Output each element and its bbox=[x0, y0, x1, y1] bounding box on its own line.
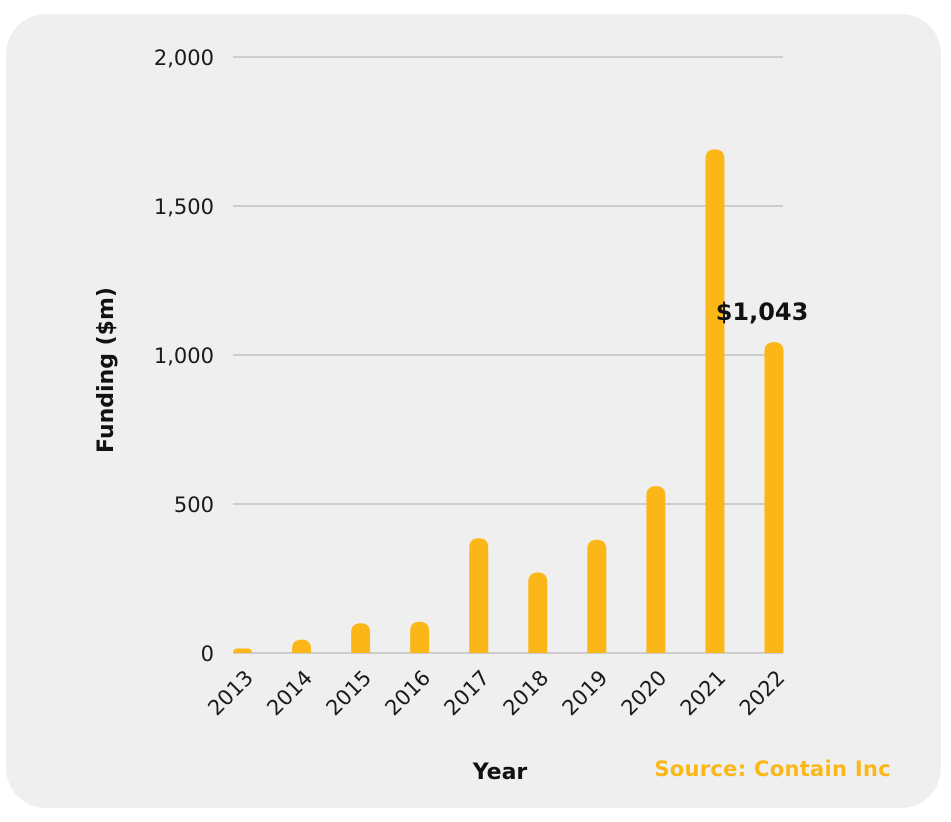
x-tick-label: 2013 bbox=[203, 666, 258, 721]
bar-2018 bbox=[528, 572, 548, 653]
y-tick-label: 0 bbox=[201, 642, 214, 666]
x-axis-ticks: 2013 2014 2015 2016 2017 2018 2019 2020 2021 2022 bbox=[203, 666, 789, 721]
x-tick-label: 2022 bbox=[735, 666, 790, 721]
bar-2014 bbox=[292, 639, 312, 653]
bar-2019 bbox=[587, 539, 607, 653]
y-axis-title: Funding ($m) bbox=[94, 287, 119, 453]
value-annotation-2022: $1,043 bbox=[716, 298, 809, 326]
x-tick-label: 2021 bbox=[676, 666, 731, 721]
x-tick-label: 2020 bbox=[617, 666, 672, 721]
y-tick-label: 2,000 bbox=[154, 46, 214, 70]
x-tick-label: 2017 bbox=[439, 666, 494, 721]
bars bbox=[233, 149, 784, 653]
x-axis-title: Year bbox=[472, 760, 528, 785]
x-tick-label: 2015 bbox=[321, 666, 376, 721]
bar-2021 bbox=[705, 149, 725, 653]
bar-2015 bbox=[351, 623, 371, 653]
gridlines bbox=[233, 56, 783, 654]
source-credit: Source: Contain Inc bbox=[654, 757, 891, 781]
y-tick-label: 1,500 bbox=[154, 195, 214, 219]
bar-2013 bbox=[233, 648, 252, 653]
y-tick-label: 1,000 bbox=[154, 344, 214, 368]
chart-card bbox=[6, 14, 941, 808]
bar-2022 bbox=[764, 342, 784, 653]
y-axis-ticks: 0 500 1,000 1,500 2,000 bbox=[154, 46, 214, 666]
x-tick-label: 2014 bbox=[262, 666, 317, 721]
bar-2016 bbox=[410, 621, 430, 653]
x-tick-label: 2019 bbox=[558, 666, 613, 721]
bar-2020 bbox=[646, 486, 666, 653]
y-tick-label: 500 bbox=[174, 493, 214, 517]
bar-2017 bbox=[469, 538, 489, 653]
x-tick-label: 2018 bbox=[499, 666, 554, 721]
x-tick-label: 2016 bbox=[380, 666, 435, 721]
